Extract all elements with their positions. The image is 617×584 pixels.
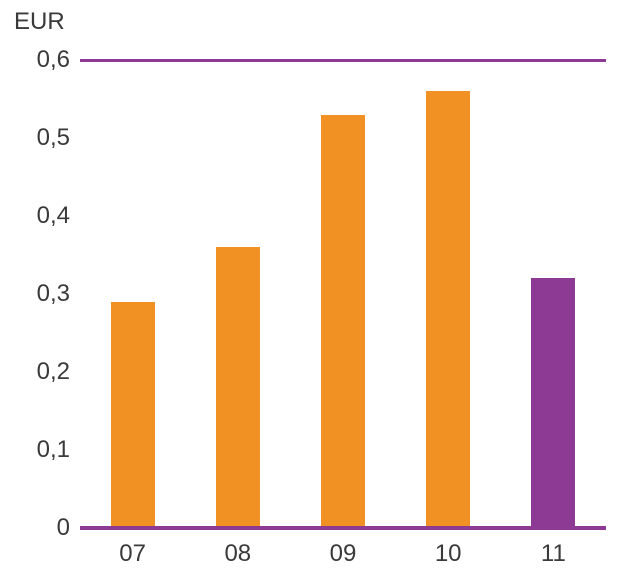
y-axis-title: EUR [14, 8, 65, 36]
chart-baseline [80, 526, 606, 530]
plot-area [80, 60, 606, 528]
y-tick-label: 0,6 [10, 46, 70, 74]
y-tick-label: 0,3 [10, 280, 70, 308]
y-tick-label: 0,5 [10, 124, 70, 152]
bar-chart: EUR 0 0,1 0,2 0,3 0,4 0,5 0,6 07 08 09 10 11 [0, 0, 617, 584]
bar [216, 247, 260, 528]
x-tick-label: 08 [208, 540, 268, 568]
y-tick-label: 0,4 [10, 202, 70, 230]
chart-top-line [80, 59, 606, 62]
x-tick-label: 10 [418, 540, 478, 568]
y-tick-label: 0,1 [10, 436, 70, 464]
y-tick-label: 0 [10, 514, 70, 542]
bar [531, 278, 575, 528]
bar [426, 91, 470, 528]
x-tick-label: 09 [313, 540, 373, 568]
y-tick-label: 0,2 [10, 358, 70, 386]
bar [321, 115, 365, 528]
x-tick-label: 07 [103, 540, 163, 568]
bar [111, 302, 155, 528]
x-tick-label: 11 [523, 540, 583, 568]
